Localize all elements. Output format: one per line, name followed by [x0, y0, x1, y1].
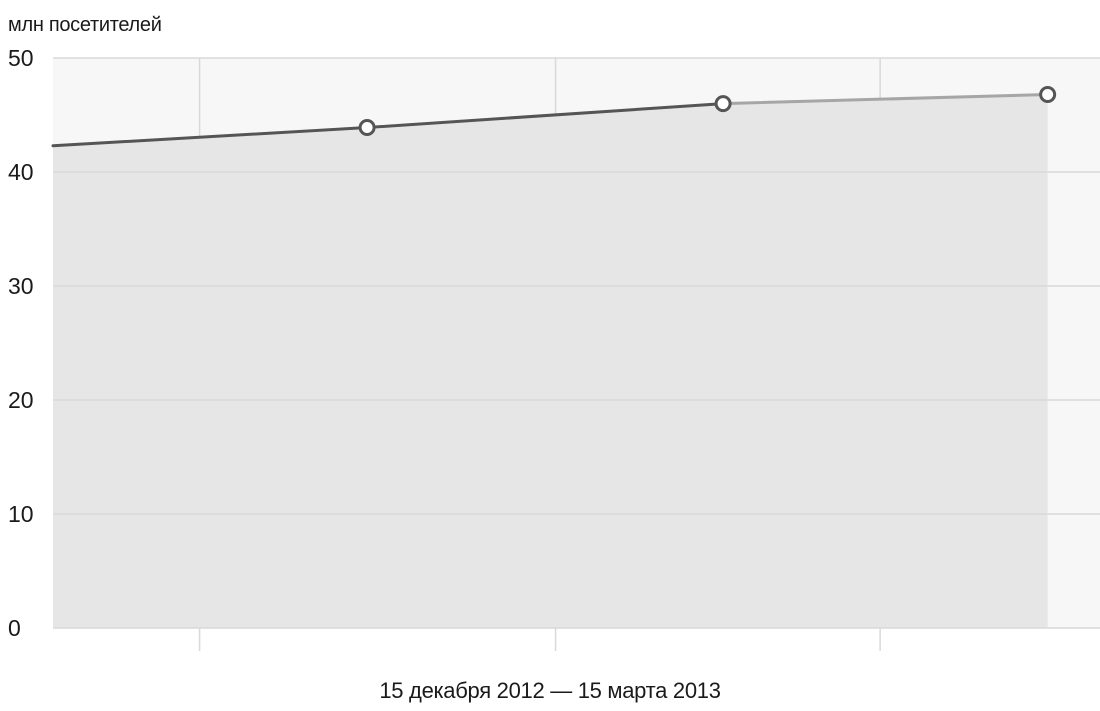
- y-tick-label-30: 30: [8, 273, 34, 299]
- y-axis-label: млн посетителей: [8, 14, 162, 36]
- y-tick-label-0: 0: [8, 615, 21, 641]
- y-tick-labels: 0 10 20 30 40 50: [8, 45, 34, 641]
- area-fill: [53, 94, 1048, 629]
- y-tick-label-20: 20: [8, 387, 34, 413]
- series-markers: [358, 85, 1057, 137]
- y-tick-label-10: 10: [8, 501, 34, 527]
- line-segment-0: [51, 126, 369, 148]
- data-point-3[interactable]: [1039, 85, 1057, 103]
- data-point-2[interactable]: [714, 95, 732, 113]
- line-segment-1: [365, 102, 725, 130]
- x-axis-label: 15 декабря 2012 — 15 марта 2013: [379, 678, 721, 703]
- line-segment-2: [721, 92, 1050, 106]
- y-tick-label-40: 40: [8, 159, 34, 185]
- y-tick-label-50: 50: [8, 45, 34, 71]
- data-point-1[interactable]: [358, 119, 376, 137]
- y-gridlines: [53, 57, 1100, 629]
- series-line: [51, 92, 1050, 148]
